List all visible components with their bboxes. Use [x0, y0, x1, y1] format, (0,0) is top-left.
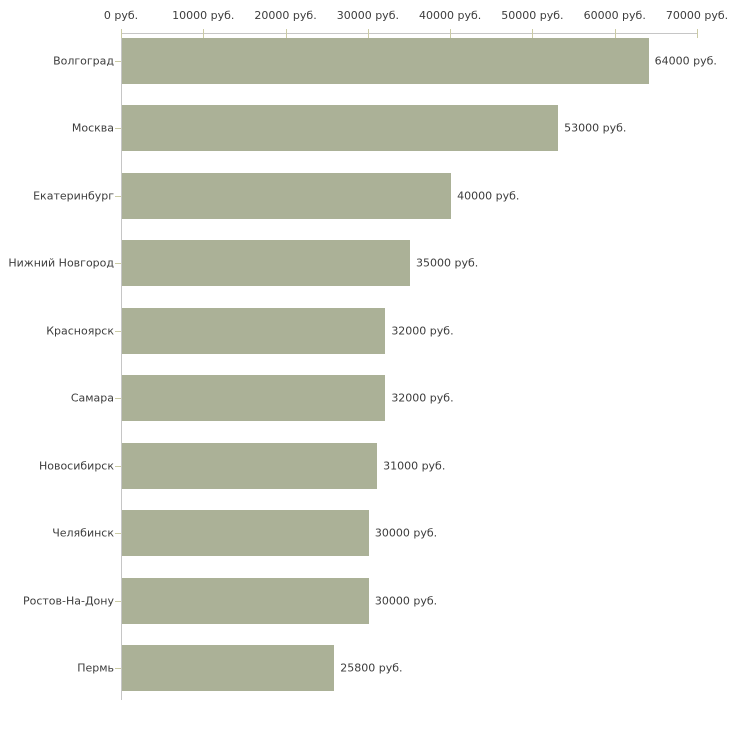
- category-label: Самара: [70, 391, 114, 405]
- category-label: Челябинск: [52, 526, 114, 540]
- bar: [122, 240, 410, 287]
- y-axis-tick: [115, 330, 121, 332]
- category-label: Новосибирск: [38, 459, 114, 473]
- x-axis-tick: [697, 29, 698, 38]
- x-axis-line: [121, 33, 698, 34]
- bar: [122, 577, 369, 624]
- bar-value-label: 32000 руб.: [391, 391, 454, 405]
- x-axis-tick: [614, 29, 616, 38]
- bar-value-label: 53000 руб.: [564, 121, 627, 135]
- x-axis-tick-label: 60000 руб.: [583, 9, 646, 22]
- y-axis-tick: [115, 533, 121, 535]
- bar: [122, 375, 386, 422]
- category-label: Красноярск: [46, 324, 114, 338]
- bar-value-label: 31000 руб.: [383, 459, 446, 473]
- category-label: Екатеринбург: [33, 189, 114, 203]
- bar-value-label: 30000 руб.: [374, 594, 438, 608]
- bar: [122, 37, 649, 84]
- bar-value-label: 35000 руб.: [416, 256, 479, 270]
- x-axis-tick: [450, 29, 452, 38]
- x-axis-tick: [121, 29, 122, 38]
- bar: [122, 510, 369, 557]
- bar: [122, 645, 335, 692]
- y-axis-line: [121, 33, 122, 700]
- x-axis-tick-label: 40000 руб.: [419, 9, 482, 22]
- bar: [122, 307, 386, 354]
- category-label: Москва: [71, 121, 114, 135]
- x-axis-tick-label: 30000 руб.: [336, 9, 399, 22]
- x-axis-tick-label: 0 руб.: [103, 9, 139, 22]
- y-axis-tick: [115, 668, 121, 670]
- bar: [122, 442, 378, 489]
- category-label: Ростов-На-Дону: [22, 594, 114, 608]
- y-axis-tick: [115, 398, 121, 400]
- bar-value-label: 40000 руб.: [457, 189, 520, 203]
- bar: [122, 105, 559, 152]
- x-axis-tick: [285, 29, 287, 38]
- x-axis-tick-label: 10000 руб.: [172, 9, 235, 22]
- bar: [122, 172, 452, 219]
- bar-value-label: 30000 руб.: [374, 526, 438, 540]
- y-axis-tick: [115, 128, 121, 130]
- bar-value-label: 32000 руб.: [391, 324, 454, 338]
- y-axis-tick: [115, 263, 121, 265]
- y-axis-tick: [115, 195, 121, 197]
- x-axis-tick-label: 20000 руб.: [254, 9, 317, 22]
- category-label: Нижний Новгород: [8, 256, 114, 270]
- bar-value-label: 25800 руб.: [340, 661, 403, 675]
- bar-value-label: 64000 руб.: [654, 54, 717, 67]
- x-axis-tick: [203, 29, 205, 38]
- x-axis-tick: [532, 29, 534, 38]
- y-axis-tick: [115, 600, 121, 602]
- y-axis-tick: [115, 465, 121, 467]
- category-label: Пермь: [77, 661, 114, 675]
- y-axis-tick: [115, 60, 121, 62]
- category-label: Волгоград: [53, 54, 114, 67]
- x-axis-tick: [367, 29, 369, 38]
- x-axis-tick-label: 50000 руб.: [501, 9, 564, 22]
- x-axis-tick-label: 70000 руб.: [665, 9, 729, 22]
